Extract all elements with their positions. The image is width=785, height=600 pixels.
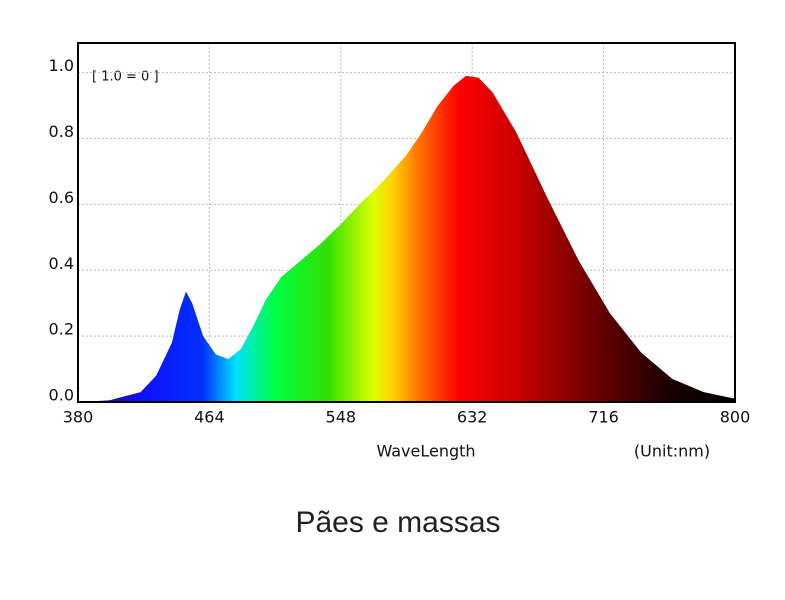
unit-label: (Unit:nm) [634, 442, 710, 461]
y-tick-label: 1.0 [49, 56, 74, 75]
y-tick-label: 0.6 [49, 188, 74, 207]
y-tick-label: 0.8 [49, 122, 74, 141]
y-tick-label: 0.4 [49, 254, 74, 273]
y-tick-label: 0.2 [49, 320, 74, 339]
plot-frame [77, 42, 736, 403]
x-tick-label: 632 [457, 408, 488, 427]
x-axis-label: WaveLength [376, 442, 475, 461]
caption: Pães e massas [295, 506, 500, 539]
annotation: [ 1.0 = 0 ] [92, 70, 159, 85]
y-tick-label: 0.0 [49, 386, 74, 405]
x-tick-label: 464 [194, 408, 225, 427]
spectrum-area [78, 75, 735, 402]
x-tick-label: 548 [326, 408, 357, 427]
x-tick-label: 716 [588, 408, 619, 427]
x-tick-label: 380 [63, 408, 94, 427]
x-tick-label: 800 [720, 408, 751, 427]
